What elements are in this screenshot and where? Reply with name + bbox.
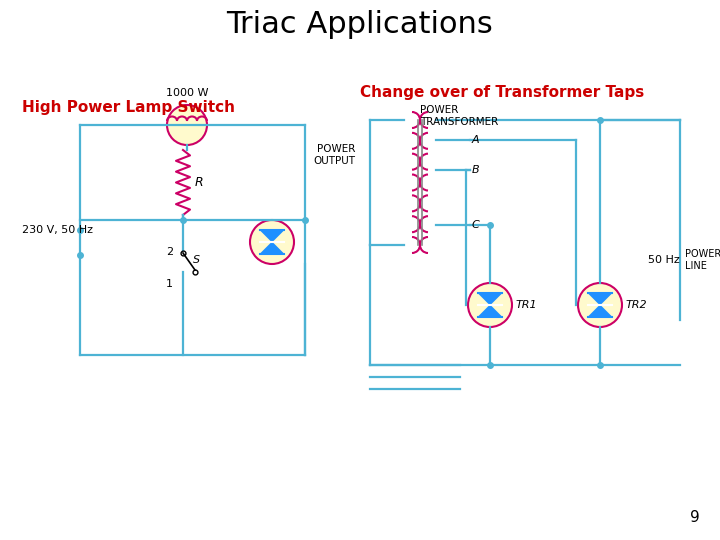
Text: Triac Applications: Triac Applications: [227, 10, 493, 39]
Text: B: B: [472, 165, 480, 175]
Polygon shape: [588, 305, 612, 317]
Polygon shape: [478, 305, 502, 317]
Text: 2: 2: [166, 247, 173, 257]
Text: 50 Hz: 50 Hz: [648, 255, 680, 265]
Text: POWER
OUTPUT: POWER OUTPUT: [313, 144, 355, 166]
Polygon shape: [588, 293, 612, 305]
Polygon shape: [478, 293, 502, 305]
Text: POWER
TRANSFORMER: POWER TRANSFORMER: [420, 105, 498, 126]
Text: 1000 W: 1000 W: [166, 88, 208, 98]
Text: Change over of Transformer Taps: Change over of Transformer Taps: [360, 85, 644, 100]
Circle shape: [167, 105, 207, 145]
Polygon shape: [260, 242, 284, 254]
Text: TR1: TR1: [516, 300, 538, 310]
Text: A: A: [472, 135, 480, 145]
Text: R: R: [195, 176, 204, 189]
Text: C: C: [472, 220, 480, 230]
Circle shape: [250, 220, 294, 264]
Text: High Power Lamp Switch: High Power Lamp Switch: [22, 100, 235, 115]
Text: 1: 1: [166, 279, 173, 289]
Text: 9: 9: [690, 510, 700, 525]
Circle shape: [468, 283, 512, 327]
Text: S: S: [193, 255, 200, 265]
Polygon shape: [260, 230, 284, 242]
Text: TR2: TR2: [626, 300, 647, 310]
Circle shape: [578, 283, 622, 327]
Text: 230 V, 50 Hz: 230 V, 50 Hz: [22, 225, 93, 235]
Text: POWER
LINE: POWER LINE: [685, 249, 720, 271]
